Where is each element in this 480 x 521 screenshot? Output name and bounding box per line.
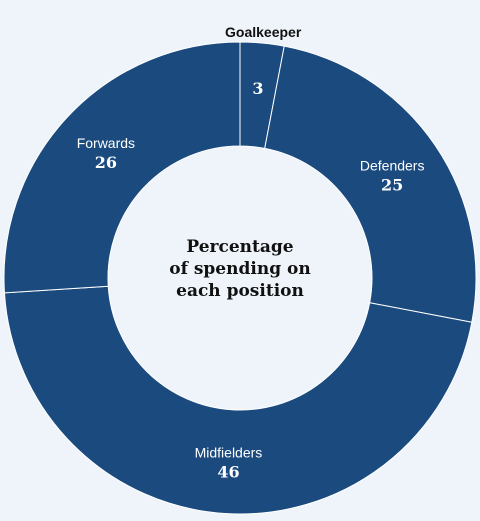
value-midfielders: 46 <box>217 463 239 482</box>
slice-forwards <box>3 41 241 294</box>
chart-title: Percentage of spending on each position <box>140 236 340 302</box>
label-defenders: Defenders <box>360 158 425 174</box>
value-forwards: 26 <box>95 153 117 172</box>
value-defenders: 25 <box>381 176 403 195</box>
chart-title-line-1: Percentage <box>186 237 294 257</box>
slice-midfielders <box>3 285 473 515</box>
chart-title-line-3: each position <box>176 281 304 301</box>
chart-title-line-2: of spending on <box>169 259 311 279</box>
label-midfielders: Midfielders <box>195 445 263 461</box>
label-goalkeeper: Goalkeeper <box>225 24 302 40</box>
label-forwards: Forwards <box>77 135 135 151</box>
value-goalkeeper: 3 <box>252 79 263 98</box>
slice-defenders <box>264 45 477 323</box>
